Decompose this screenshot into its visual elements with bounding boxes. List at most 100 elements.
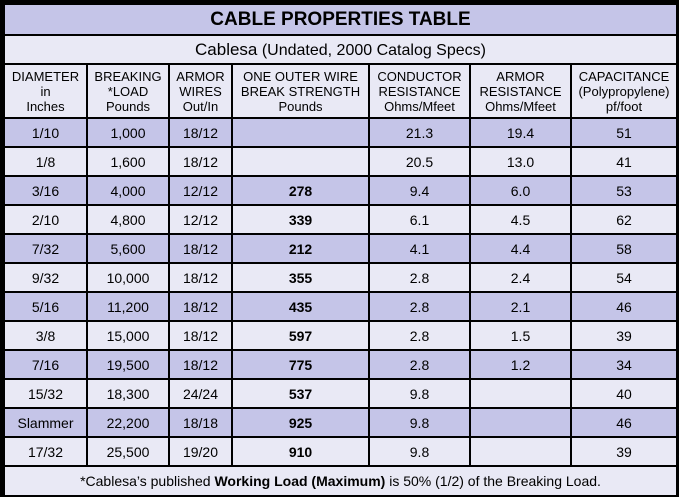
table-cell: 18/12 [168, 291, 233, 322]
table-cell: 12/12 [168, 175, 233, 206]
table-cell: 18/12 [168, 117, 233, 148]
table-cell: 15,000 [86, 320, 170, 351]
table-cell: 17/32 [3, 436, 88, 467]
table-cell: 1.2 [469, 349, 572, 380]
table-cell: 39 [570, 436, 678, 467]
column-header-line: *LOAD [107, 83, 149, 99]
table-cell: 34 [570, 349, 678, 380]
table-cell: 25,500 [86, 436, 170, 467]
table-cell: 9.8 [368, 407, 471, 438]
column-header-line: RESISTANCE [479, 83, 562, 99]
table-cell: 15/32 [3, 378, 88, 409]
table-cell: 910 [231, 436, 370, 467]
footnote-after: is 50% (1/2) of the Breaking Load. [385, 473, 601, 489]
table-cell: 11,200 [86, 291, 170, 322]
table-cell: 278 [231, 175, 370, 206]
table-cell: 58 [570, 233, 678, 264]
table-cell: 9/32 [3, 262, 88, 293]
column-header-line: CONDUCTOR [377, 68, 462, 84]
table-frame: CABLE PROPERTIES TABLE Cablesa (Undated,… [3, 3, 678, 497]
table-cell: 18/12 [168, 320, 233, 351]
table-cell: 1.5 [469, 320, 572, 351]
table-cell: 775 [231, 349, 370, 380]
table-row: Slammer 22,200 18/18 925 9.8 46 [3, 407, 678, 438]
table-cell: 1,000 [86, 117, 170, 148]
table-cell [469, 378, 572, 409]
table-cell: 18/12 [168, 262, 233, 293]
table-cell: 2.8 [368, 262, 471, 293]
table-cell: 5,600 [86, 233, 170, 264]
column-header: BREAKING *LOAD Pounds [86, 63, 170, 119]
table-cell: 339 [231, 204, 370, 235]
table-cell: 20.5 [368, 146, 471, 177]
table-cell: 2/10 [3, 204, 88, 235]
column-header: CONDUCTOR RESISTANCE Ohms/Mfeet [368, 63, 471, 119]
table-row: 7/32 5,600 18/12 212 4.1 4.4 58 [3, 233, 678, 264]
table-cell: 18/12 [168, 146, 233, 177]
brand-name: Cablesa [195, 39, 258, 59]
subtitle-note: (Undated, 2000 Catalog Specs) [257, 41, 486, 59]
column-header-line: pf/foot [605, 98, 643, 114]
table-cell: 10,000 [86, 262, 170, 293]
table-cell [231, 117, 370, 148]
table-cell: 53 [570, 175, 678, 206]
table-cell: 18/12 [168, 233, 233, 264]
table-cell: 7/16 [3, 349, 88, 380]
column-header-line: WIRES [179, 83, 222, 99]
table-cell: 51 [570, 117, 678, 148]
table-cell: 1/10 [3, 117, 88, 148]
table-row: 3/8 15,000 18/12 597 2.8 1.5 39 [3, 320, 678, 351]
table-cell: 46 [570, 291, 678, 322]
footnote-bold: Working Load (Maximum) [214, 473, 386, 489]
table-cell: 21.3 [368, 117, 471, 148]
table-cell: 212 [231, 233, 370, 264]
table-cell: 19.4 [469, 117, 572, 148]
column-header: ARMOR WIRES Out/In [168, 63, 233, 119]
column-header-line: Ohms/Mfeet [485, 98, 556, 114]
table-cell: 18/18 [168, 407, 233, 438]
table-cell: 2.8 [368, 320, 471, 351]
table-cell: 435 [231, 291, 370, 322]
table-cell: 9.8 [368, 378, 471, 409]
footnote-before: *Cablesa’s published [80, 473, 215, 489]
table-row: 3/16 4,000 12/12 278 9.4 6.0 53 [3, 175, 678, 206]
table-title: CABLE PROPERTIES TABLE [3, 3, 678, 36]
column-header: CAPACITANCE (Polypropylene) pf/foot [570, 63, 678, 119]
column-header-line: DIAMETER [11, 68, 80, 84]
column-header-line: ARMOR [176, 68, 225, 84]
table-cell: 62 [570, 204, 678, 235]
table-cell: 9.4 [368, 175, 471, 206]
table-cell: 4.5 [469, 204, 572, 235]
table-cell: 12/12 [168, 204, 233, 235]
column-header: ONE OUTER WIRE BREAK STRENGTH Pounds [231, 63, 370, 119]
column-header-line: Pounds [105, 98, 151, 114]
column-header: ARMOR RESISTANCE Ohms/Mfeet [469, 63, 572, 119]
table-cell: 2.8 [368, 291, 471, 322]
table-cell [231, 146, 370, 177]
table-cell: 1/8 [3, 146, 88, 177]
column-header-line: ONE OUTER WIRE [243, 68, 358, 84]
table-cell: 925 [231, 407, 370, 438]
table-cell: 4.1 [368, 233, 471, 264]
table-cell: 40 [570, 378, 678, 409]
table-row: 17/32 25,500 19/20 910 9.8 39 [3, 436, 678, 467]
table-cell: 4.4 [469, 233, 572, 264]
table-cell: 13.0 [469, 146, 572, 177]
table-cell: 3/16 [3, 175, 88, 206]
table-cell: 54 [570, 262, 678, 293]
table-cell: 597 [231, 320, 370, 351]
table-cell: 41 [570, 146, 678, 177]
table-cell: 22,200 [86, 407, 170, 438]
table-cell: 4,000 [86, 175, 170, 206]
table-cell: 9.8 [368, 436, 471, 467]
column-header-line: in [40, 83, 51, 99]
column-header-line: Ohms/Mfeet [384, 98, 455, 114]
table-cell: 1,600 [86, 146, 170, 177]
table-cell: 4,800 [86, 204, 170, 235]
footnote: *Cablesa’s published Working Load (Maxim… [3, 465, 678, 497]
table-row: 7/16 19,500 18/12 775 2.8 1.2 34 [3, 349, 678, 380]
table-cell: 18/12 [168, 349, 233, 380]
column-header-line: Out/In [182, 98, 219, 114]
table-cell: 5/16 [3, 291, 88, 322]
table-row: 1/10 1,000 18/12 21.3 19.4 51 [3, 117, 678, 148]
